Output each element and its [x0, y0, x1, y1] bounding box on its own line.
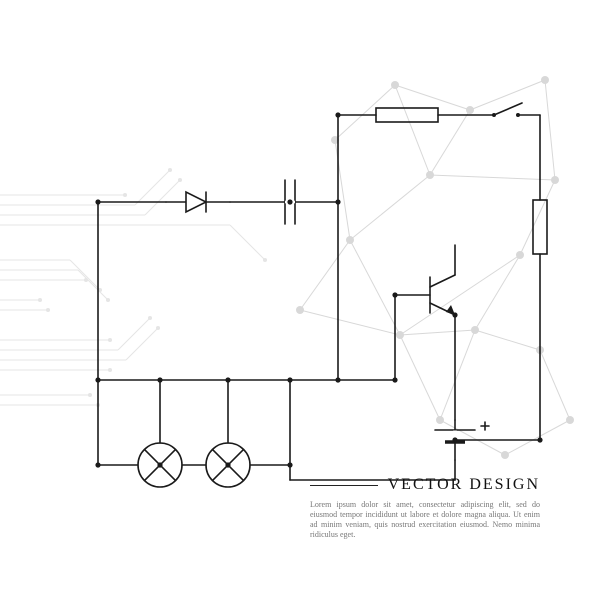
- caption-block: VECTOR DESIGN Lorem ipsum dolor sit amet…: [310, 476, 540, 540]
- caption-title: VECTOR DESIGN: [388, 476, 540, 494]
- title-rule: [310, 485, 378, 486]
- caption-title-row: VECTOR DESIGN: [310, 476, 540, 494]
- caption-body: Lorem ipsum dolor sit amet, consectetur …: [310, 500, 540, 540]
